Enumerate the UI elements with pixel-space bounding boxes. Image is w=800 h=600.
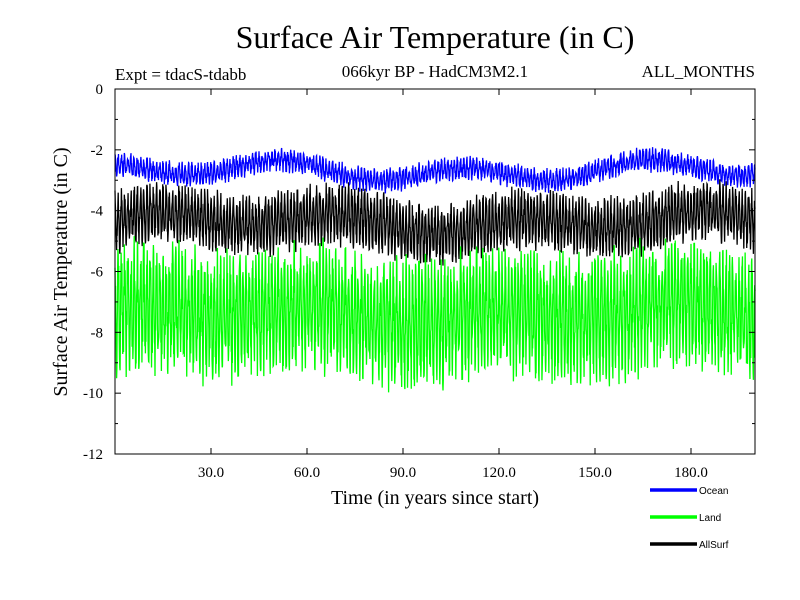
- expt-label: Expt = tdacS-tdabb: [115, 65, 246, 84]
- series-line-land: [114, 236, 756, 393]
- legend-label-land: Land: [699, 513, 721, 524]
- series-line-ocean: [114, 147, 756, 194]
- series-line-allsurf: [114, 179, 756, 266]
- x-tick-label: 60.0: [294, 465, 320, 481]
- y-tick-label: -6: [91, 265, 104, 281]
- legend-label-allsurf: AllSurf: [699, 540, 729, 551]
- x-tick-label: 180.0: [674, 465, 708, 481]
- y-tick-label: -8: [91, 325, 104, 341]
- x-tick-label: 90.0: [390, 465, 416, 481]
- y-axis-label: Surface Air Temperature (in C): [50, 147, 72, 396]
- months-label: ALL_MONTHS: [642, 62, 755, 81]
- chart-title: Surface Air Temperature (in C): [236, 19, 635, 55]
- x-tick-label: 150.0: [578, 465, 612, 481]
- y-tick-label: -4: [91, 204, 104, 220]
- y-tick-label: -12: [83, 447, 103, 463]
- y-tick-label: -10: [83, 386, 103, 402]
- x-axis-label: Time (in years since start): [331, 487, 539, 509]
- x-tick-label: 120.0: [482, 465, 516, 481]
- x-tick-label: 30.0: [198, 465, 224, 481]
- y-tick-label: 0: [96, 82, 104, 98]
- chart-subtitle: 066kyr BP - HadCM3M2.1: [342, 62, 528, 81]
- legend: Ocean Land AllSurf: [650, 486, 729, 551]
- y-tick-label: -2: [91, 143, 104, 159]
- axis-ticks: 30.0 60.0 90.0 120.0 150.0 180.0 0 -2 -4 -6 -8 -10 -…: [83, 82, 755, 481]
- plot-series: [114, 147, 756, 393]
- legend-label-ocean: Ocean: [699, 486, 728, 497]
